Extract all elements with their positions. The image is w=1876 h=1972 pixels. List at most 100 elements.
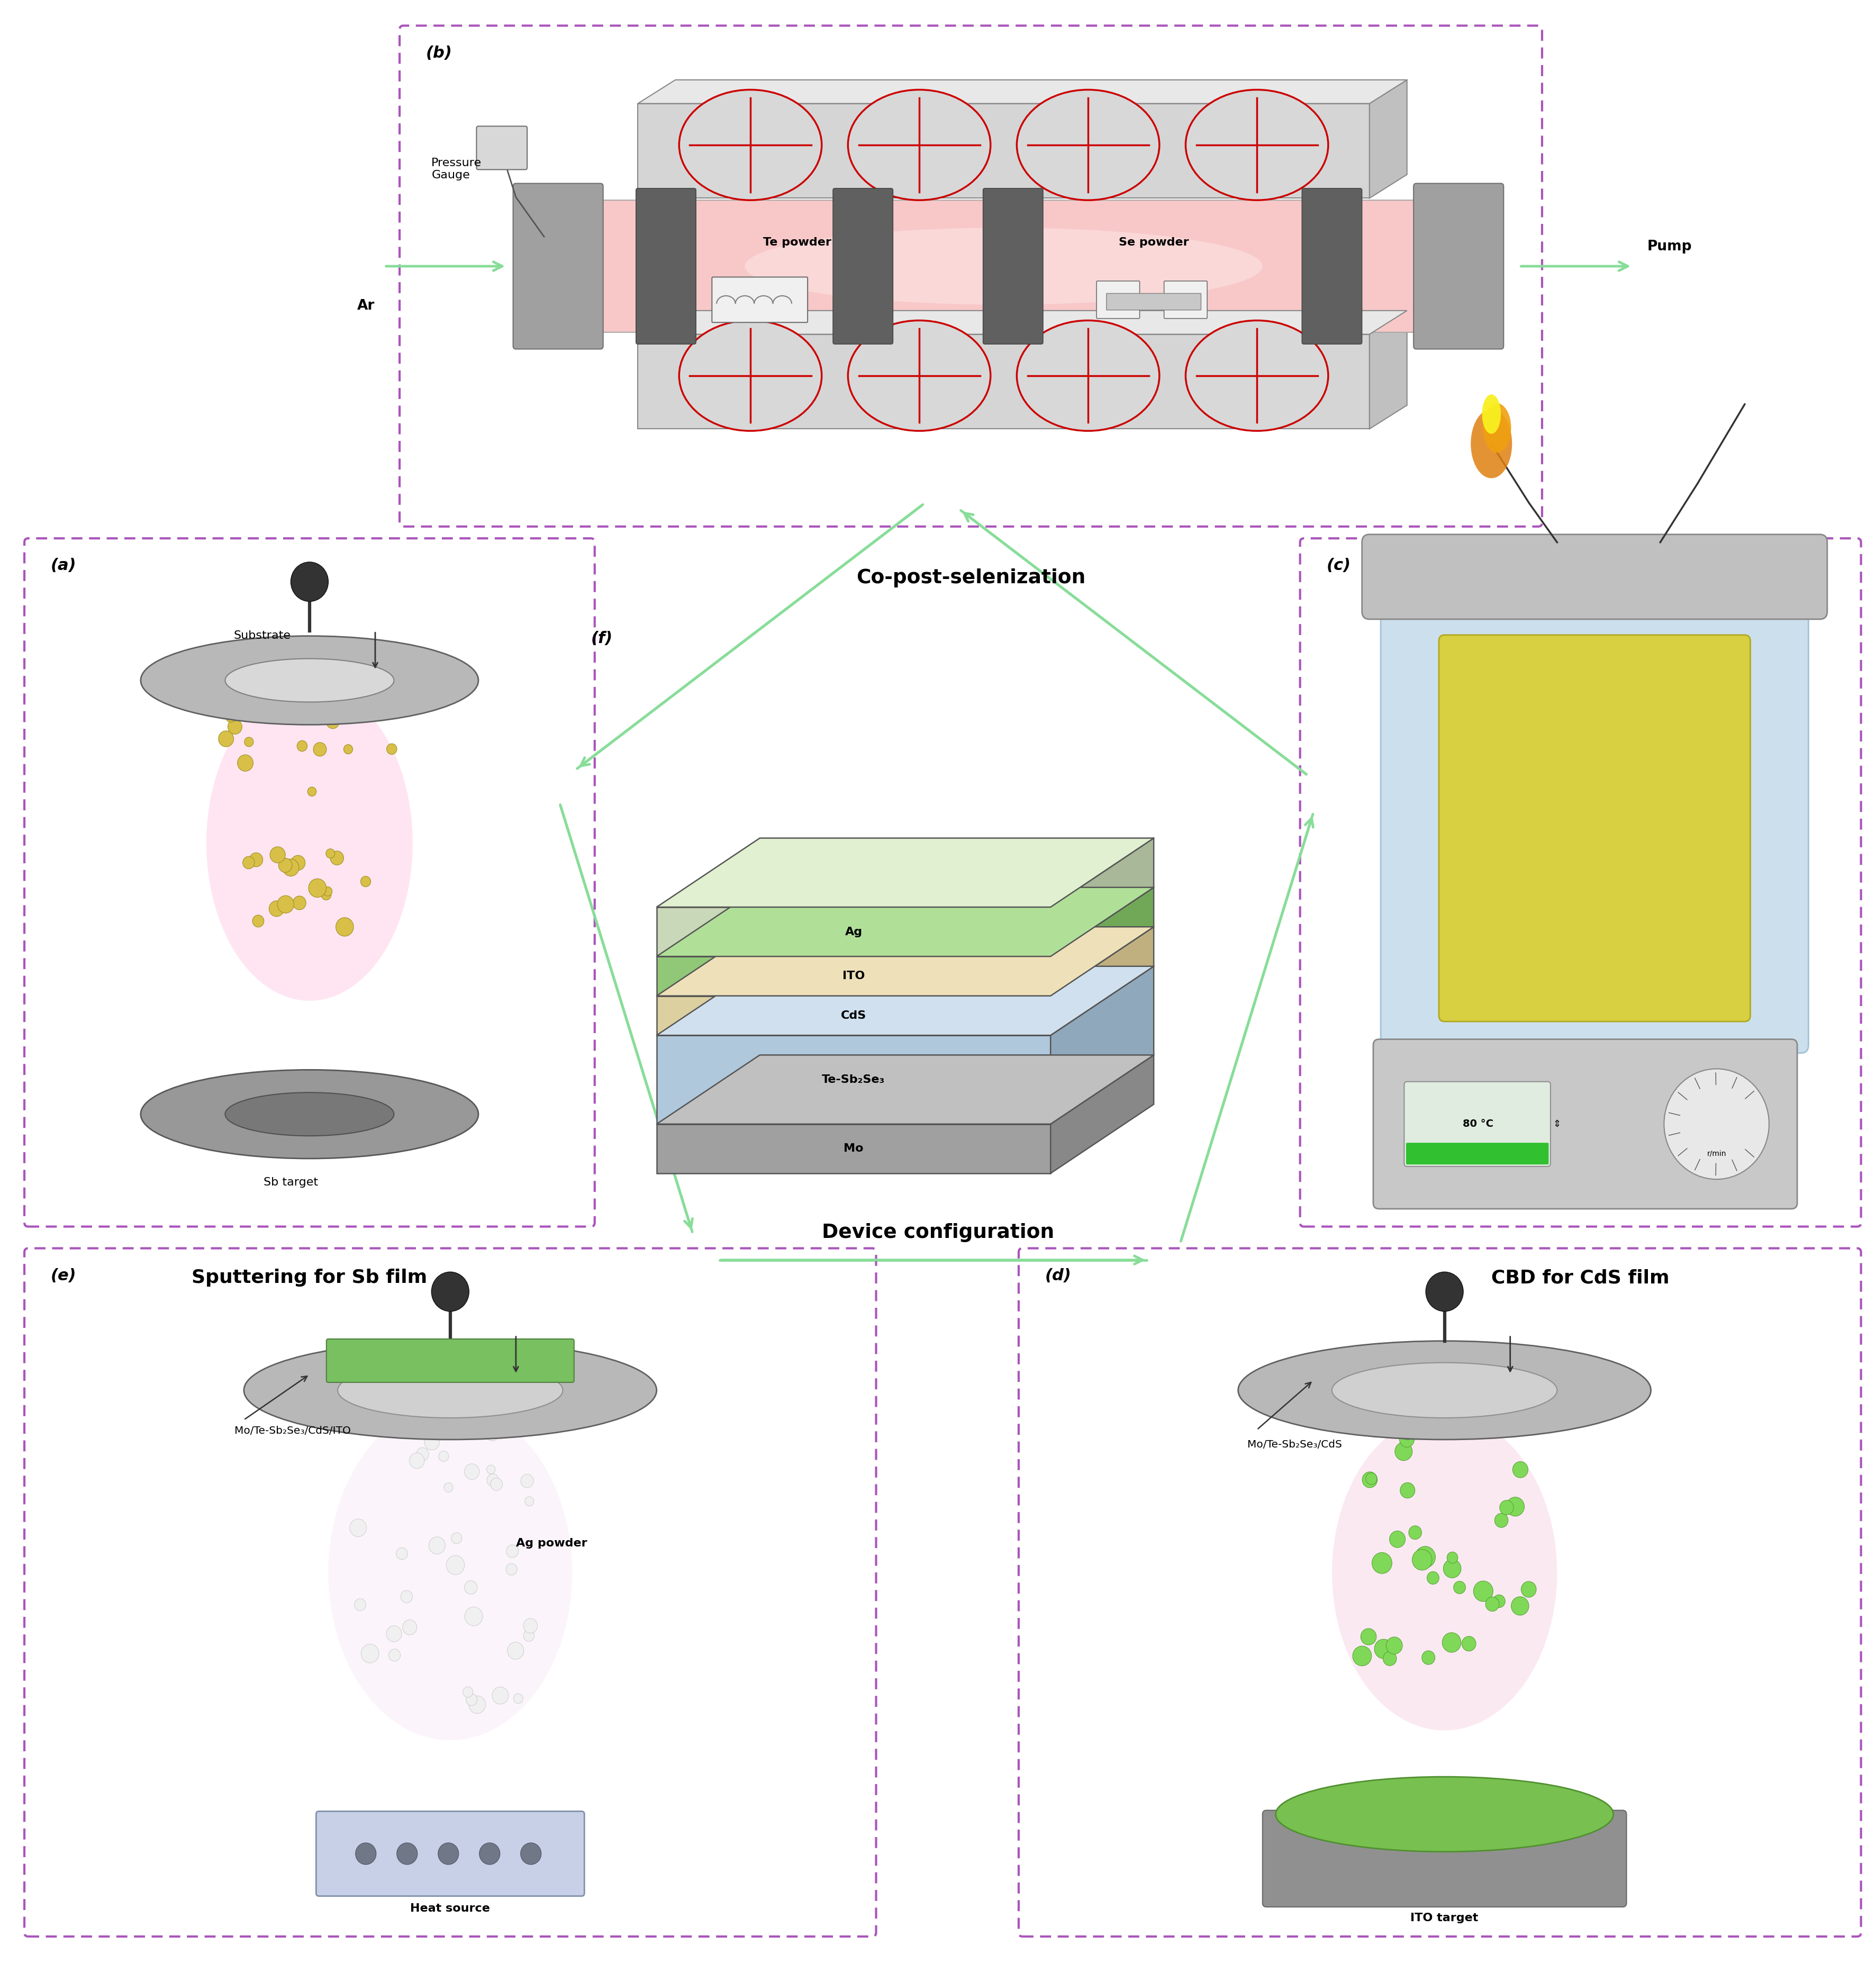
Polygon shape (657, 1124, 1051, 1173)
Circle shape (343, 745, 353, 753)
Text: ITO: ITO (842, 970, 865, 982)
Polygon shape (638, 81, 1407, 105)
Polygon shape (638, 312, 1407, 335)
Circle shape (1399, 1483, 1415, 1499)
Circle shape (386, 743, 398, 755)
Text: (a): (a) (51, 558, 77, 574)
Polygon shape (657, 907, 1051, 956)
Circle shape (349, 1518, 366, 1536)
Text: Sputtering for Sb film: Sputtering for Sb film (191, 1268, 428, 1288)
FancyBboxPatch shape (514, 183, 602, 349)
Circle shape (1375, 1639, 1392, 1658)
FancyBboxPatch shape (1107, 294, 1201, 310)
Text: Mo/Te-Sb₂Se₃/CdS: Mo/Te-Sb₂Se₃/CdS (1248, 1440, 1341, 1449)
Circle shape (465, 1607, 482, 1625)
Text: Se powder: Se powder (1118, 237, 1189, 248)
Circle shape (1493, 1595, 1505, 1607)
FancyBboxPatch shape (1403, 1081, 1550, 1167)
Ellipse shape (244, 1341, 657, 1440)
Text: Te powder: Te powder (764, 237, 831, 248)
Circle shape (313, 743, 326, 755)
FancyBboxPatch shape (1381, 584, 1808, 1053)
Circle shape (1422, 1651, 1435, 1664)
Circle shape (356, 1842, 375, 1866)
Polygon shape (1369, 81, 1407, 199)
Circle shape (401, 1591, 413, 1603)
Circle shape (507, 1544, 518, 1558)
Polygon shape (1051, 966, 1154, 1124)
Circle shape (1473, 1582, 1493, 1601)
Circle shape (1495, 1513, 1508, 1528)
Ellipse shape (1276, 1777, 1613, 1852)
Circle shape (416, 1447, 430, 1461)
Text: (c): (c) (1326, 558, 1351, 574)
Circle shape (465, 1582, 477, 1593)
Circle shape (461, 1416, 473, 1428)
Text: Mo: Mo (844, 1144, 863, 1154)
Polygon shape (1051, 838, 1154, 956)
Ellipse shape (206, 686, 413, 1002)
Text: Ag: Ag (844, 927, 863, 937)
Circle shape (518, 1412, 531, 1426)
Ellipse shape (328, 1404, 572, 1739)
Ellipse shape (848, 319, 991, 430)
FancyBboxPatch shape (1362, 534, 1827, 619)
Circle shape (452, 1532, 461, 1544)
Circle shape (469, 1696, 486, 1714)
Circle shape (1443, 1560, 1461, 1578)
Circle shape (268, 901, 283, 917)
FancyBboxPatch shape (1407, 1142, 1550, 1163)
Text: ITO target: ITO target (1411, 1913, 1478, 1923)
Circle shape (396, 1548, 407, 1560)
Circle shape (1428, 1572, 1439, 1584)
Circle shape (336, 917, 353, 937)
Circle shape (507, 1564, 518, 1576)
Text: (e): (e) (51, 1268, 77, 1284)
Circle shape (439, 1451, 448, 1461)
Circle shape (242, 856, 255, 870)
Ellipse shape (1332, 1363, 1557, 1418)
Text: Te-Sb₂Se₃: Te-Sb₂Se₃ (822, 1075, 885, 1085)
Circle shape (409, 1453, 424, 1469)
Text: Device configuration: Device configuration (822, 1223, 1054, 1242)
Text: (f): (f) (591, 631, 613, 647)
Text: Mo/Te-Sb₂Se₃/CdS/ITO: Mo/Te-Sb₂Se₃/CdS/ITO (234, 1426, 351, 1436)
Polygon shape (657, 1035, 1051, 1124)
Circle shape (326, 848, 334, 858)
Polygon shape (1051, 927, 1154, 1035)
Circle shape (386, 1625, 401, 1643)
Ellipse shape (1482, 394, 1501, 434)
Circle shape (1461, 1637, 1476, 1651)
Circle shape (522, 1475, 533, 1487)
Text: 80 °C: 80 °C (1463, 1118, 1493, 1130)
Circle shape (437, 1842, 458, 1866)
Circle shape (1426, 1272, 1463, 1311)
FancyBboxPatch shape (477, 126, 527, 170)
Circle shape (308, 880, 326, 897)
Ellipse shape (1017, 319, 1159, 430)
Circle shape (227, 720, 242, 734)
Circle shape (1454, 1582, 1465, 1593)
Text: Pump: Pump (1647, 241, 1692, 254)
Circle shape (253, 915, 265, 927)
Circle shape (278, 895, 295, 913)
Ellipse shape (141, 1069, 478, 1160)
Circle shape (330, 852, 343, 866)
FancyBboxPatch shape (1439, 635, 1750, 1021)
Circle shape (270, 846, 285, 864)
FancyBboxPatch shape (1302, 187, 1362, 343)
Circle shape (492, 1686, 508, 1704)
Ellipse shape (1186, 319, 1328, 430)
Circle shape (1383, 1651, 1396, 1666)
Ellipse shape (679, 319, 822, 430)
FancyBboxPatch shape (833, 187, 893, 343)
Text: (d): (d) (1045, 1268, 1071, 1284)
Polygon shape (657, 996, 1051, 1035)
Circle shape (1396, 1442, 1413, 1461)
Circle shape (465, 1694, 477, 1706)
Circle shape (507, 1643, 523, 1658)
Text: Ar: Ar (356, 300, 375, 314)
Ellipse shape (679, 89, 822, 199)
FancyBboxPatch shape (326, 1339, 574, 1382)
Polygon shape (1051, 887, 1154, 996)
